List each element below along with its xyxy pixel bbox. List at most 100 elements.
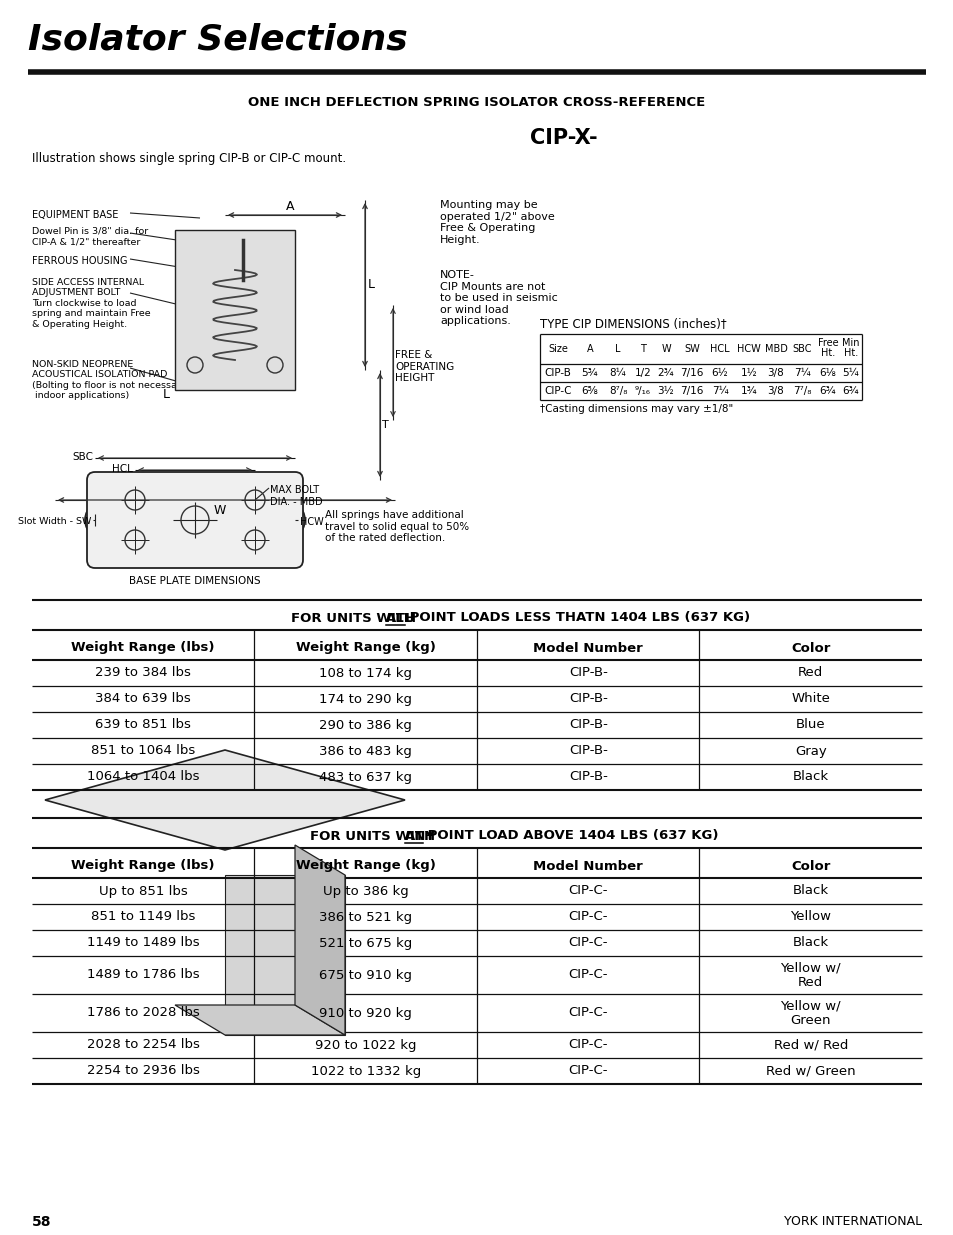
Text: ONE INCH DEFLECTION SPRING ISOLATOR CROSS-REFERENCE: ONE INCH DEFLECTION SPRING ISOLATOR CROS…: [248, 96, 705, 109]
Text: White: White: [790, 693, 829, 705]
Text: SIDE ACCESS INTERNAL
ADJUSTMENT BOLT
Turn clockwise to load
spring and maintain : SIDE ACCESS INTERNAL ADJUSTMENT BOLT Tur…: [32, 278, 151, 329]
Text: Illustration shows single spring CIP-B or CIP-C mount.: Illustration shows single spring CIP-B o…: [32, 152, 346, 165]
Text: FERROUS HOUSING: FERROUS HOUSING: [32, 256, 128, 266]
Text: 8⁷/₈: 8⁷/₈: [608, 387, 626, 396]
Text: 174 to 290 kg: 174 to 290 kg: [319, 693, 412, 705]
Text: Green: Green: [790, 1014, 830, 1026]
Text: L: L: [163, 389, 170, 401]
Text: †Casting dimensions may vary ±1/8": †Casting dimensions may vary ±1/8": [539, 404, 733, 414]
Text: CIP-C-: CIP-C-: [568, 910, 607, 924]
Text: 1¾: 1¾: [740, 387, 757, 396]
Text: CIP-B-: CIP-B-: [568, 693, 607, 705]
Text: 239 to 384 lbs: 239 to 384 lbs: [95, 667, 191, 679]
Text: 3/8: 3/8: [767, 387, 783, 396]
Text: Red w/ Green: Red w/ Green: [765, 1065, 855, 1077]
Text: Up to 386 kg: Up to 386 kg: [322, 884, 408, 898]
Text: Model Number: Model Number: [533, 641, 642, 655]
Text: 1/2: 1/2: [634, 368, 651, 378]
Text: CIP-C-: CIP-C-: [568, 936, 607, 950]
Text: Weight Range (kg): Weight Range (kg): [295, 860, 436, 872]
Text: HCL: HCL: [112, 464, 132, 474]
Text: HCW: HCW: [299, 517, 323, 527]
Text: SW: SW: [683, 345, 700, 354]
Text: 910 to 920 kg: 910 to 920 kg: [319, 1007, 412, 1020]
Text: Color: Color: [790, 860, 829, 872]
Text: Red: Red: [798, 667, 822, 679]
Text: T: T: [639, 345, 645, 354]
Text: 290 to 386 kg: 290 to 386 kg: [319, 719, 412, 731]
Text: CIP-C-: CIP-C-: [568, 968, 607, 982]
FancyBboxPatch shape: [87, 472, 303, 568]
Text: Weight Range (kg): Weight Range (kg): [295, 641, 436, 655]
Text: 851 to 1149 lbs: 851 to 1149 lbs: [91, 910, 195, 924]
Text: Up to 851 lbs: Up to 851 lbs: [99, 884, 188, 898]
Text: 2028 to 2254 lbs: 2028 to 2254 lbs: [87, 1039, 199, 1051]
Text: 58: 58: [32, 1215, 51, 1229]
Text: CIP-B-: CIP-B-: [568, 771, 607, 783]
Text: POINT LOAD ABOVE 1404 LBS (637 KG): POINT LOAD ABOVE 1404 LBS (637 KG): [423, 830, 719, 842]
Text: Gray: Gray: [794, 745, 825, 757]
Polygon shape: [225, 876, 345, 1035]
Text: All springs have additional
travel to solid equal to 50%
of the rated deflection: All springs have additional travel to so…: [325, 510, 469, 543]
Polygon shape: [294, 845, 345, 1035]
Text: 6¾: 6¾: [819, 387, 836, 396]
Text: CIP-X-: CIP-X-: [530, 128, 597, 148]
Text: 6⅛: 6⅛: [819, 368, 836, 378]
Text: CIP-C-: CIP-C-: [568, 1007, 607, 1020]
FancyBboxPatch shape: [174, 230, 294, 390]
Text: HCL: HCL: [709, 345, 729, 354]
Text: Dowel Pin is 3/8" dia. for
CIP-A & 1/2" thereafter: Dowel Pin is 3/8" dia. for CIP-A & 1/2" …: [32, 227, 148, 247]
Text: Yellow: Yellow: [789, 910, 830, 924]
Text: Yellow w/: Yellow w/: [780, 962, 841, 974]
Text: Weight Range (lbs): Weight Range (lbs): [71, 860, 214, 872]
Text: Free: Free: [817, 338, 838, 348]
Text: Yellow w/: Yellow w/: [780, 999, 841, 1013]
Text: NOTE-
CIP Mounts are not
to be used in seismic
or wind load
applications.: NOTE- CIP Mounts are not to be used in s…: [439, 270, 558, 326]
Text: MBD: MBD: [763, 345, 786, 354]
Text: CIP-C-: CIP-C-: [568, 1065, 607, 1077]
Text: 8¼: 8¼: [609, 368, 626, 378]
Text: 7¼: 7¼: [793, 368, 809, 378]
Text: 7/16: 7/16: [679, 368, 703, 378]
Text: 5¼: 5¼: [841, 368, 859, 378]
Text: 2254 to 2936 lbs: 2254 to 2936 lbs: [87, 1065, 199, 1077]
Text: 386 to 521 kg: 386 to 521 kg: [319, 910, 412, 924]
Text: 1022 to 1332 kg: 1022 to 1332 kg: [311, 1065, 420, 1077]
Text: L: L: [615, 345, 620, 354]
Text: Isolator Selections: Isolator Selections: [28, 22, 407, 56]
Text: SBC: SBC: [71, 452, 92, 462]
Text: TYPE CIP DIMENSIONS (inches)†: TYPE CIP DIMENSIONS (inches)†: [539, 317, 726, 331]
Text: 384 to 639 lbs: 384 to 639 lbs: [95, 693, 191, 705]
Text: NON-SKID NEOPRENE
ACOUSTICAL ISOLATION PAD
(Bolting to floor is not necessary fo: NON-SKID NEOPRENE ACOUSTICAL ISOLATION P…: [32, 359, 202, 400]
Text: 5¾: 5¾: [581, 368, 598, 378]
Text: 7¼: 7¼: [711, 387, 727, 396]
Text: Black: Black: [792, 771, 828, 783]
Text: FOR UNITS WITH: FOR UNITS WITH: [310, 830, 439, 842]
Text: ANY: ANY: [404, 830, 435, 842]
Text: Black: Black: [792, 936, 828, 950]
Text: Ht.: Ht.: [820, 348, 834, 358]
Text: BASE PLATE DIMENSIONS: BASE PLATE DIMENSIONS: [129, 576, 260, 585]
Text: Black: Black: [792, 884, 828, 898]
Text: Slot Width - SW: Slot Width - SW: [18, 517, 91, 526]
Polygon shape: [174, 1005, 345, 1035]
Text: SBC: SBC: [791, 345, 811, 354]
Text: A: A: [286, 200, 294, 212]
Text: A: A: [586, 345, 593, 354]
Text: FREE &
OPERATING
HEIGHT: FREE & OPERATING HEIGHT: [395, 350, 454, 383]
Text: 7⁷/₈: 7⁷/₈: [792, 387, 810, 396]
Text: Size: Size: [547, 345, 567, 354]
Text: 521 to 675 kg: 521 to 675 kg: [319, 936, 412, 950]
Text: ⁹/₁₆: ⁹/₁₆: [635, 387, 650, 396]
Text: Red w/ Red: Red w/ Red: [773, 1039, 847, 1051]
Text: 2¾: 2¾: [657, 368, 674, 378]
Text: Color: Color: [790, 641, 829, 655]
Text: 7/16: 7/16: [679, 387, 703, 396]
Text: POINT LOADS LESS THATN 1404 LBS (637 KG): POINT LOADS LESS THATN 1404 LBS (637 KG): [404, 611, 749, 625]
Text: Mounting may be
operated 1/2" above
Free & Operating
Height.: Mounting may be operated 1/2" above Free…: [439, 200, 554, 245]
Text: ALL: ALL: [385, 611, 413, 625]
Text: Ht.: Ht.: [843, 348, 858, 358]
Text: 3½: 3½: [657, 387, 674, 396]
Text: Weight Range (lbs): Weight Range (lbs): [71, 641, 214, 655]
Text: 1489 to 1786 lbs: 1489 to 1786 lbs: [87, 968, 199, 982]
